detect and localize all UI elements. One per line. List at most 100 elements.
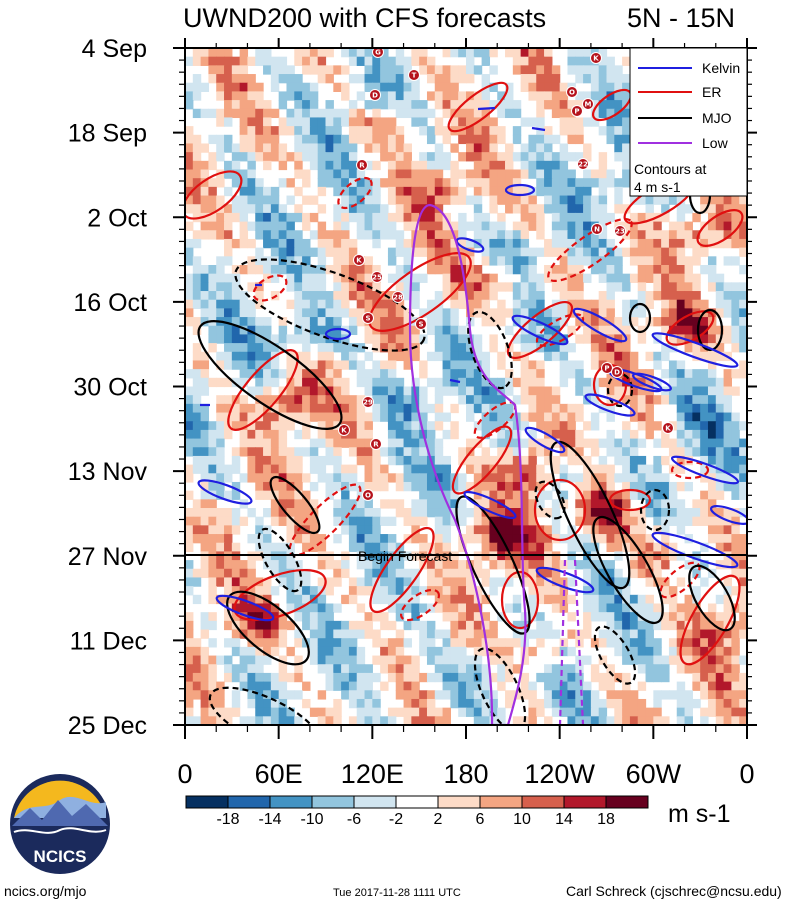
shading-cell <box>395 160 405 171</box>
shading-cell <box>325 620 334 631</box>
shading-cell <box>348 447 358 457</box>
shading-cell <box>434 690 444 700</box>
shading-cell <box>731 386 740 396</box>
shading-cell <box>356 395 366 405</box>
shading-cell <box>590 542 600 553</box>
shading-cell <box>325 551 334 561</box>
shading-cell <box>684 629 693 639</box>
shading-cell <box>575 508 584 518</box>
shading-cell <box>489 655 498 665</box>
shading-cell <box>606 629 615 639</box>
shading-cell <box>614 134 623 145</box>
shading-cell <box>294 490 303 500</box>
shading-cell <box>309 65 319 75</box>
shading-cell <box>458 612 467 622</box>
shading-cell <box>715 716 725 725</box>
shading-cell <box>294 82 303 92</box>
shading-cell <box>551 646 561 657</box>
shading-cell <box>645 594 654 605</box>
shading-cell <box>356 169 366 179</box>
shading-cell <box>239 412 249 422</box>
shading-cell <box>512 126 522 136</box>
shading-cell <box>481 429 491 440</box>
shading-cell <box>544 386 553 396</box>
shading-cell <box>707 386 717 396</box>
shading-cell <box>325 247 334 257</box>
shading-cell <box>434 160 444 171</box>
shading-cell <box>247 74 256 84</box>
shading-cell <box>676 455 686 466</box>
shading-cell <box>208 160 217 171</box>
shading-cell <box>278 560 288 570</box>
shading-cell <box>263 551 272 561</box>
shading-cell <box>551 186 561 197</box>
shading-cell <box>302 299 311 309</box>
shading-cell <box>185 143 194 153</box>
shading-cell <box>356 186 366 197</box>
shading-cell <box>598 247 608 257</box>
shading-cell <box>536 499 545 509</box>
shading-cell <box>606 299 615 309</box>
shading-cell <box>380 716 389 725</box>
shading-cell <box>395 551 405 561</box>
shading-cell <box>668 481 678 492</box>
shading-cell <box>411 655 420 665</box>
shading-cell <box>419 690 428 700</box>
shading-cell <box>387 169 397 179</box>
shading-cell <box>192 230 202 240</box>
shading-cell <box>302 169 311 179</box>
shading-cell <box>255 91 264 101</box>
shading-cell <box>622 629 631 639</box>
shading-cell <box>544 126 553 136</box>
shading-cell <box>497 91 506 101</box>
shading-cell <box>637 221 647 231</box>
shading-cell <box>419 126 428 136</box>
shading-cell <box>419 508 428 518</box>
shading-cell <box>676 317 686 327</box>
shading-cell <box>380 655 389 665</box>
shading-cell <box>489 65 498 75</box>
shading-cell <box>489 160 498 171</box>
shading-cell <box>317 438 327 448</box>
shading-cell <box>403 291 412 301</box>
shading-cell <box>528 386 537 396</box>
shading-cell <box>723 455 732 466</box>
shading-cell <box>411 334 420 344</box>
shading-cell <box>387 620 397 631</box>
shading-cell <box>715 412 725 422</box>
shading-cell <box>450 594 459 605</box>
shading-cell <box>661 308 670 318</box>
shading-cell <box>364 74 373 84</box>
shading-cell <box>473 525 483 535</box>
shading-cell <box>356 308 366 318</box>
shading-cell <box>442 369 451 379</box>
shading-cell <box>668 377 678 388</box>
shading-cell <box>692 551 701 561</box>
shading-cell <box>356 534 366 544</box>
shading-cell <box>739 221 747 231</box>
shading-cell <box>450 369 459 379</box>
shading-cell <box>622 395 631 405</box>
shading-cell <box>247 299 256 309</box>
shading-cell <box>286 412 295 422</box>
shading-cell <box>263 204 272 214</box>
colorbar: -18 -14 -10 -6 -2 2 6 10 14 18 <box>185 795 649 828</box>
shading-cell <box>380 473 389 483</box>
shading-cell <box>356 291 366 301</box>
shading-cell <box>333 395 342 405</box>
shading-cell <box>481 152 491 162</box>
shading-cell <box>231 325 241 336</box>
shading-cell <box>575 256 584 266</box>
shading-cell <box>528 264 537 275</box>
shading-cell <box>216 447 225 457</box>
shading-cell <box>231 594 241 605</box>
shading-cell <box>590 698 600 709</box>
shading-cell <box>380 308 389 318</box>
shading-cell <box>372 178 381 188</box>
shading-cell <box>224 473 233 483</box>
shading-cell <box>692 291 701 301</box>
shading-cell <box>255 473 264 483</box>
shading-cell <box>387 299 397 309</box>
shading-cell <box>294 577 303 587</box>
shading-cell <box>348 264 358 275</box>
